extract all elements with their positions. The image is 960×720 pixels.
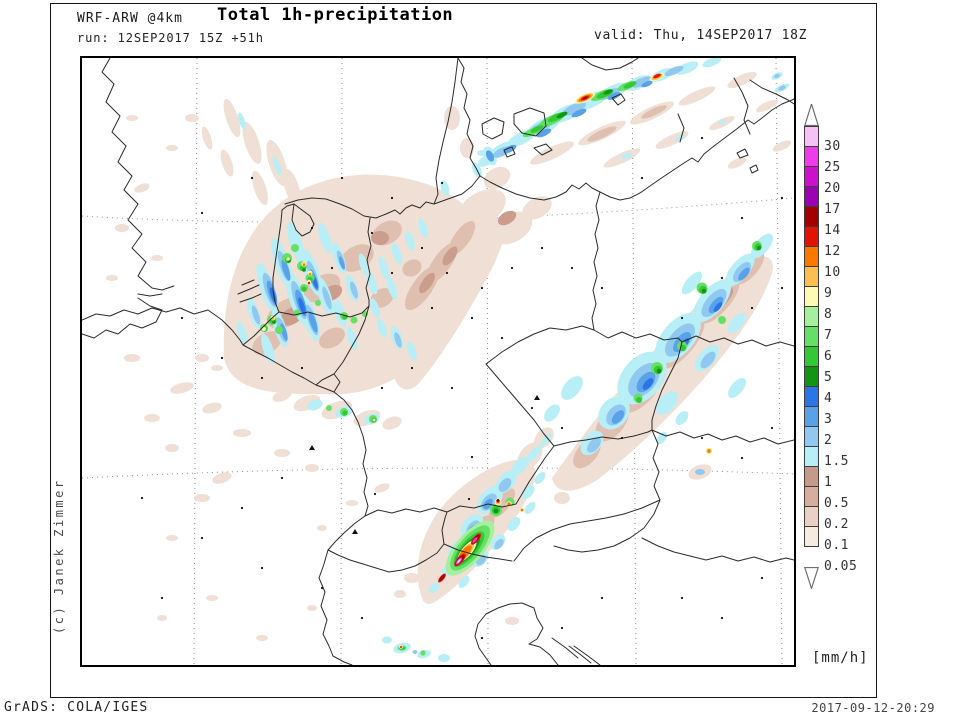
legend-segment — [804, 186, 819, 207]
legend-label: 0.5 — [824, 496, 849, 511]
map-panel — [80, 56, 796, 667]
legend-label: 0.05 — [824, 559, 858, 574]
legend-segment — [804, 226, 819, 247]
legend-segment — [804, 286, 819, 307]
model-label: WRF-ARW @4km — [77, 11, 183, 26]
legend-segment — [804, 526, 819, 547]
legend-segment — [804, 466, 819, 487]
legend-label: 0.1 — [824, 538, 849, 553]
precipitation-map — [82, 58, 794, 665]
legend-label: 7 — [824, 328, 833, 343]
legend-label: 0.2 — [824, 517, 849, 532]
legend-segment — [804, 346, 819, 367]
run-time-label: run: 12SEP2017 15Z +51h — [77, 31, 264, 45]
legend-bar — [804, 126, 819, 547]
legend-segment — [804, 166, 819, 187]
legend-segment — [804, 206, 819, 227]
scale-arrow-up-icon — [804, 104, 819, 126]
legend-segment — [804, 146, 819, 167]
legend-segment — [804, 386, 819, 407]
legend-segment — [804, 506, 819, 527]
station-markers — [140, 136, 784, 640]
legend-label: 6 — [824, 349, 833, 364]
legend-label: 3 — [824, 412, 833, 427]
valid-time-label: valid: Thu, 14SEP2017 18Z — [594, 28, 808, 43]
legend-label: 14 — [824, 223, 841, 238]
legend-segment — [804, 126, 819, 147]
legend-label: 9 — [824, 286, 833, 301]
scale-arrow-down-icon — [804, 567, 819, 589]
legend-segment — [804, 246, 819, 267]
precip-core-white — [457, 559, 461, 563]
legend-label: 8 — [824, 307, 833, 322]
legend-label: 12 — [824, 244, 841, 259]
grads-credit-label: GrADS: COLA/IGES — [4, 700, 149, 715]
legend-segment — [804, 326, 819, 347]
legend-label: 1.5 — [824, 454, 849, 469]
legend-label: 10 — [824, 265, 841, 280]
legend-segment — [804, 486, 819, 507]
copyright-label: (c) Janek Zimmer — [52, 478, 66, 634]
legend-label: 1 — [824, 475, 833, 490]
page-title: Total 1h-precipitation — [217, 5, 454, 25]
legend-segment — [804, 446, 819, 467]
legend-segment — [804, 266, 819, 287]
creation-timestamp-label: 2017-09-12-20:29 — [811, 701, 935, 715]
legend-label: 30 — [824, 139, 841, 154]
graticule — [82, 58, 794, 665]
country-borders — [82, 58, 794, 665]
units-label: [mm/h] — [812, 650, 869, 666]
legend-segment — [804, 306, 819, 327]
legend-label: 17 — [824, 202, 841, 217]
legend-label: 20 — [824, 181, 841, 196]
legend-label: 4 — [824, 391, 833, 406]
legend-segment — [804, 406, 819, 427]
legend-label: 2 — [824, 433, 833, 448]
color-scale-legend: 30 25 20 17 14 12 10 9 8 7 6 5 4 3 2 1.5 1 0.5 0.2 0.1 0.05 — [804, 104, 884, 604]
legend-label: 25 — [824, 160, 841, 175]
legend-label: 5 — [824, 370, 833, 385]
legend-segment — [804, 366, 819, 387]
legend-segment — [804, 426, 819, 447]
plot-outer-border — [50, 3, 877, 698]
